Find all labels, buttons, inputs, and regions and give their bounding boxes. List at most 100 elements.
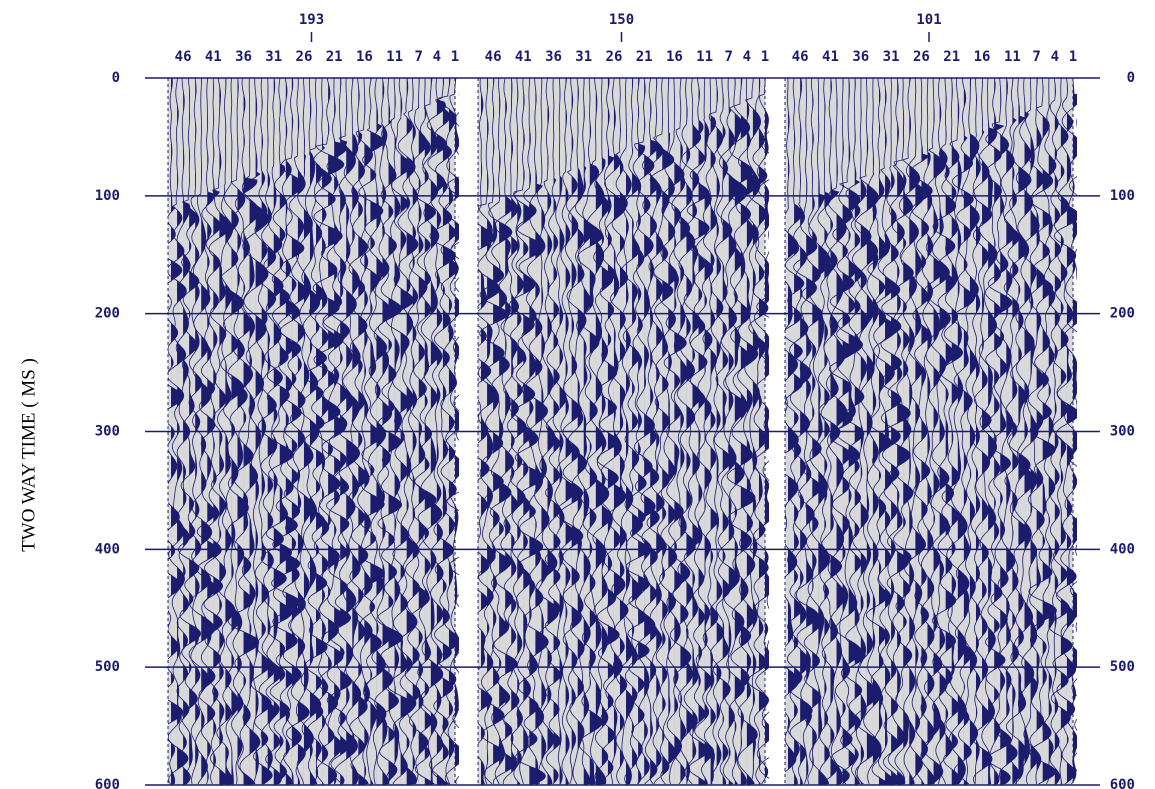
y-tick-label-right: 400	[1110, 541, 1135, 557]
x-tick-label: 46	[485, 49, 502, 65]
trace-fill	[316, 78, 328, 785]
x-tick-label: 7	[725, 49, 733, 65]
trace-fill	[988, 78, 998, 785]
x-tick-label: 36	[545, 49, 562, 65]
trace-fill	[982, 78, 992, 785]
trace-fill	[243, 78, 259, 785]
trace-fill	[340, 78, 352, 785]
trace-fill	[752, 78, 761, 785]
x-tick-label: 31	[883, 49, 900, 65]
trace-fill	[430, 78, 443, 785]
x-tick-label: 46	[175, 49, 192, 65]
y-tick-label: 200	[95, 306, 120, 322]
trace-fill	[511, 78, 520, 785]
x-tick-label: 31	[575, 49, 592, 65]
x-tick-label: 26	[606, 49, 623, 65]
x-tick-label: 11	[1004, 49, 1021, 65]
trace-fill	[553, 78, 561, 785]
x-tick-label: 4	[433, 49, 441, 65]
x-tick-label: 41	[822, 49, 839, 65]
trace-fill	[559, 78, 567, 785]
trace-fill	[577, 78, 587, 785]
trace-fill	[364, 78, 373, 785]
trace-fill	[442, 78, 456, 785]
x-tick-label: 7	[415, 49, 423, 65]
trace-fill	[448, 78, 459, 785]
trace-fill	[994, 78, 1006, 785]
trace-fill	[963, 78, 975, 785]
x-tick-label: 4	[1051, 49, 1059, 65]
x-tick-label: 41	[205, 49, 222, 65]
x-tick-label: 36	[852, 49, 869, 65]
trace-fill	[613, 78, 626, 785]
trace-fill	[352, 78, 361, 785]
trace-fill	[1054, 78, 1061, 785]
y-tick-label: 500	[95, 659, 120, 675]
trace-fill	[1000, 78, 1012, 785]
trace-fill	[493, 78, 508, 785]
trace-fill	[1018, 78, 1032, 785]
x-tick-label: 16	[356, 49, 373, 65]
y-tick-label: 400	[95, 541, 120, 557]
x-tick-label: 11	[696, 49, 713, 65]
trace-fill	[734, 78, 748, 785]
trace-fill	[806, 78, 819, 785]
trace-fill	[595, 78, 609, 785]
trace-fill	[583, 78, 594, 785]
trace-fill	[589, 78, 603, 785]
trace-fill	[878, 78, 892, 785]
trace-fill	[638, 78, 650, 785]
trace-fill	[219, 78, 231, 785]
y-tick-label-right: 500	[1110, 659, 1135, 675]
shot-label: 150	[609, 12, 634, 28]
y-tick-label-right: 100	[1110, 188, 1135, 204]
trace-fill	[279, 78, 294, 785]
trace-fill	[322, 78, 332, 785]
x-tick-label: 36	[235, 49, 252, 65]
x-tick-label: 26	[913, 49, 930, 65]
trace-fill	[400, 78, 414, 785]
trace-fill	[710, 78, 719, 785]
y-tick-label: 0	[112, 70, 120, 86]
trace-fill	[285, 78, 300, 785]
y-tick-label: 100	[95, 188, 120, 204]
y-tick-label-right: 600	[1110, 777, 1135, 789]
trace-fill	[303, 78, 314, 785]
trace-fill	[698, 78, 710, 785]
y-tick-label-right: 0	[1127, 70, 1135, 86]
trace-fill	[800, 78, 813, 785]
trace-fill	[818, 78, 831, 785]
trace-fill	[601, 78, 613, 785]
y-tick-label: 300	[95, 424, 120, 440]
x-tick-label: 1	[451, 49, 459, 65]
trace-fill	[933, 78, 946, 785]
trace-fill	[686, 78, 696, 785]
y-tick-label: 600	[95, 777, 120, 789]
x-tick-label: 1	[761, 49, 769, 65]
trace-fill	[388, 78, 403, 785]
trace-fill	[231, 78, 244, 785]
x-tick-label: 46	[792, 49, 809, 65]
trace-fill	[668, 78, 677, 785]
trace-fill	[692, 78, 702, 785]
trace-fill	[291, 78, 304, 785]
x-tick-label: 26	[296, 49, 313, 65]
trace-fill	[897, 78, 911, 785]
trace-fill	[358, 78, 369, 785]
shot-label: 101	[916, 12, 941, 28]
shot-label: 193	[299, 12, 324, 28]
trace-fill	[273, 78, 287, 785]
trace-fill	[680, 78, 691, 785]
x-tick-label: 4	[743, 49, 751, 65]
x-tick-label: 16	[974, 49, 991, 65]
trace-fill	[915, 78, 926, 785]
trace-fill	[267, 78, 277, 785]
trace-fill	[632, 78, 643, 785]
y-tick-label-right: 300	[1110, 424, 1135, 440]
trace-fill	[1036, 78, 1045, 785]
trace-fill	[261, 78, 273, 785]
x-tick-label: 21	[636, 49, 653, 65]
trace-fill	[662, 78, 674, 785]
x-tick-label: 16	[666, 49, 683, 65]
trace-fill	[951, 78, 963, 785]
